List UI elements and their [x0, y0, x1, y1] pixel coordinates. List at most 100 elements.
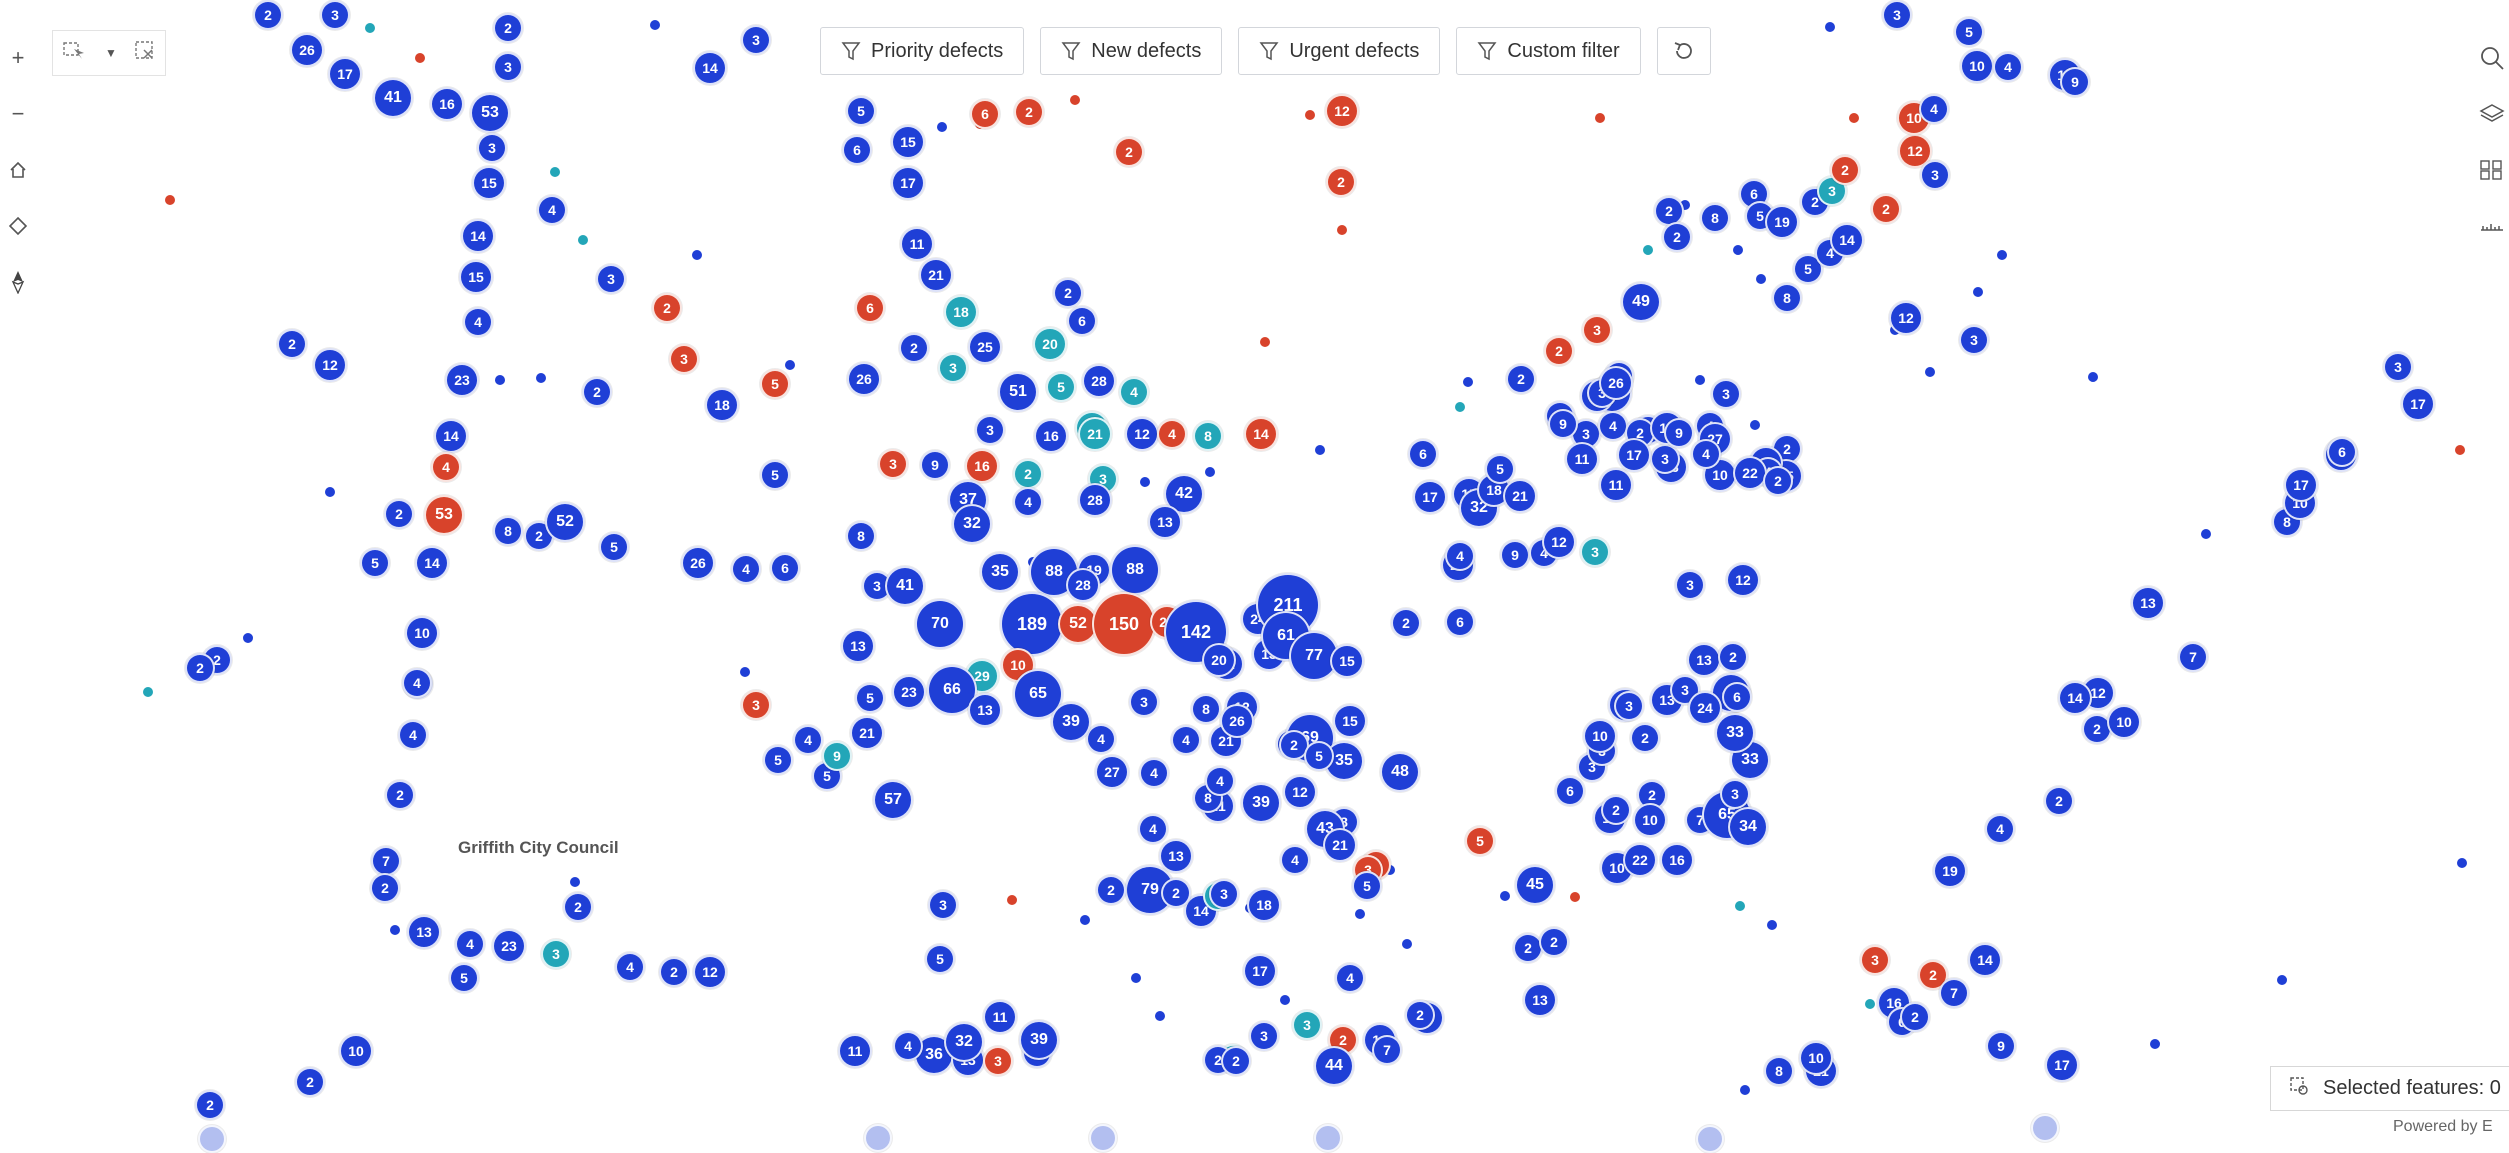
custom-filter-button[interactable]: Custom filter	[1456, 27, 1641, 75]
cluster-marker[interactable]: 26	[290, 33, 324, 67]
cluster-marker[interactable]: 2	[899, 333, 929, 363]
cluster-marker[interactable]: 32	[944, 1022, 984, 1062]
defect-point[interactable]	[1865, 999, 1875, 1009]
cluster-marker[interactable]: 2	[1763, 466, 1793, 496]
cluster-marker[interactable]: 49	[1621, 282, 1661, 322]
cluster-marker[interactable]: 23	[492, 929, 526, 963]
cluster-marker[interactable]: 3	[1959, 325, 1989, 355]
cluster-marker[interactable]: 6	[1067, 306, 1097, 336]
cluster-marker[interactable]: 6	[1445, 607, 1475, 637]
cluster-marker[interactable]: 3	[477, 133, 507, 163]
defect-point[interactable]	[1205, 467, 1215, 477]
cluster-marker[interactable]: 41	[885, 566, 925, 606]
select-rectangle-icon[interactable]	[62, 40, 88, 67]
cluster-marker[interactable]: 3	[2383, 352, 2413, 382]
cluster-marker[interactable]: 18	[705, 388, 739, 422]
cluster-marker[interactable]: 9	[1500, 540, 1530, 570]
defect-point[interactable]	[1260, 337, 1270, 347]
cluster-marker[interactable]: 6	[1555, 776, 1585, 806]
cluster-marker[interactable]: 11	[900, 227, 934, 261]
cluster-marker[interactable]: 14	[2058, 681, 2092, 715]
cluster-marker[interactable]: 3	[1882, 0, 1912, 30]
cluster-marker[interactable]: 57	[873, 780, 913, 820]
cluster-marker[interactable]: 51	[998, 372, 1038, 412]
cluster-marker[interactable]: 5	[1954, 17, 1984, 47]
cluster-marker[interactable]: 3	[541, 939, 571, 969]
cluster-marker[interactable]: 17	[1617, 438, 1651, 472]
cluster-marker[interactable]: 28	[1082, 364, 1116, 398]
cluster-marker[interactable]: 2	[295, 1067, 325, 1097]
cluster-marker[interactable]: 13	[1148, 505, 1182, 539]
cluster-marker[interactable]: 39	[1019, 1020, 1059, 1060]
defect-point[interactable]	[1337, 225, 1347, 235]
cluster-marker[interactable]: 4	[1139, 758, 1169, 788]
cluster-marker[interactable]: 2	[1506, 364, 1536, 394]
cluster-marker[interactable]: 3	[1675, 570, 1705, 600]
cluster-marker[interactable]: 22	[1733, 456, 1767, 490]
defect-point[interactable]	[1315, 445, 1325, 455]
defect-point[interactable]	[1500, 891, 1510, 901]
cluster-marker[interactable]: 142	[1164, 600, 1228, 664]
cluster-marker[interactable]: 13	[1687, 643, 1721, 677]
cluster-marker[interactable]: 3	[983, 1046, 1013, 1076]
cluster-marker[interactable]: 7	[371, 846, 401, 876]
cluster-marker[interactable]: 3	[1860, 945, 1890, 975]
cluster-marker[interactable]: 12	[693, 955, 727, 989]
cluster-marker[interactable]: 16	[1660, 843, 1694, 877]
cluster-marker[interactable]: 2	[384, 499, 414, 529]
defect-point[interactable]	[1080, 915, 1090, 925]
cluster-marker[interactable]: 16	[1034, 419, 1068, 453]
cluster-marker[interactable]: 4	[1205, 766, 1235, 796]
cluster-marker[interactable]: 12	[1325, 94, 1359, 128]
defect-point[interactable]	[1756, 274, 1766, 284]
cluster-marker[interactable]: 3	[1292, 1010, 1322, 1040]
cluster-marker[interactable]: 21	[919, 258, 953, 292]
cluster-marker[interactable]: 53	[470, 93, 510, 133]
cluster-marker[interactable]: 2	[1013, 459, 1043, 489]
cluster-marker[interactable]: 52	[1058, 604, 1098, 644]
cluster-marker[interactable]: 9	[822, 741, 852, 771]
cluster-marker[interactable]: 6	[970, 99, 1000, 129]
defect-point[interactable]	[1925, 367, 1935, 377]
cluster-marker[interactable]: 6	[1408, 439, 1438, 469]
cluster-marker[interactable]: 9	[920, 450, 950, 480]
defect-point[interactable]	[325, 487, 335, 497]
cluster-marker[interactable]: 15	[1333, 704, 1367, 738]
cluster-marker[interactable]: 10	[405, 616, 439, 650]
cluster-marker[interactable]: 13	[407, 915, 441, 949]
cluster-marker[interactable]: 5	[925, 944, 955, 974]
cluster-marker[interactable]: 3	[1711, 379, 1741, 409]
cluster-marker[interactable]: 2	[652, 293, 682, 323]
defect-point[interactable]	[1070, 95, 1080, 105]
cluster-marker[interactable]: 2	[277, 329, 307, 359]
cluster-marker[interactable]: 4	[893, 1031, 923, 1061]
cluster-marker[interactable]: 21	[1209, 724, 1243, 758]
cluster-marker[interactable]: 4	[615, 952, 645, 982]
home-icon[interactable]	[0, 142, 36, 198]
cluster-marker[interactable]: 18	[944, 295, 978, 329]
cluster-marker[interactable]: 8	[1764, 1056, 1794, 1086]
cluster-marker[interactable]: 21	[1078, 417, 1112, 451]
cluster-marker[interactable]: 10	[1799, 1041, 1833, 1075]
selected-features-panel[interactable]: Selected features: 0	[2270, 1066, 2509, 1111]
cluster-marker[interactable]: 52	[545, 502, 585, 542]
defect-point[interactable]	[2150, 1039, 2160, 1049]
cluster-marker[interactable]: 39	[1051, 702, 1091, 742]
cluster-marker[interactable]: 33	[1715, 713, 1755, 753]
cluster-marker[interactable]: 3	[741, 690, 771, 720]
cluster-marker[interactable]: 3	[975, 415, 1005, 445]
minus-icon[interactable]: −	[11, 101, 25, 126]
cluster-marker[interactable]: 88	[1110, 545, 1160, 595]
defect-point[interactable]	[1305, 110, 1315, 120]
cluster-marker[interactable]: 6	[1722, 682, 1752, 712]
defect-point[interactable]	[1355, 909, 1365, 919]
cluster-marker[interactable]: 42	[1164, 474, 1204, 514]
cluster-marker[interactable]: 2	[1830, 155, 1860, 185]
cluster-marker[interactable]: 3	[1920, 160, 1950, 190]
cluster-marker[interactable]: 5	[360, 548, 390, 578]
cluster-marker[interactable]: 4	[1985, 814, 2015, 844]
cluster-marker[interactable]: 4	[1138, 814, 1168, 844]
layers-icon[interactable]	[2479, 86, 2509, 142]
cluster-marker[interactable]: 21	[1503, 479, 1537, 513]
